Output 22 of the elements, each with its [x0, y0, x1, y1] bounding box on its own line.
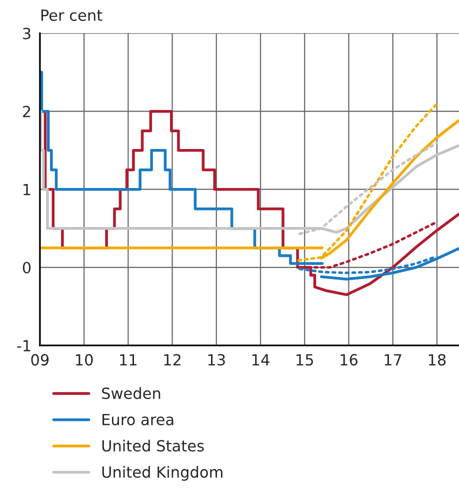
- legend-label: United Kingdom: [102, 466, 222, 481]
- y-axis-title: Per cent: [41, 10, 102, 21]
- x-tick-label: 17: [384, 354, 402, 366]
- x-tick-label: 10: [76, 354, 93, 366]
- x-tick-label: 16: [340, 354, 358, 366]
- legend-label: United States: [102, 440, 204, 452]
- x-tick-label: 09: [31, 354, 49, 366]
- x-tick-label: 13: [208, 354, 225, 366]
- y-tick-label: 3: [23, 28, 30, 40]
- y-tick-label: 0: [22, 262, 31, 274]
- legend-label: Sweden: [102, 387, 160, 400]
- y-tick-label: -1: [17, 340, 30, 352]
- x-tick-label: 18: [428, 354, 446, 366]
- x-tick-label: 12: [164, 354, 180, 366]
- y-tick-label: 1: [24, 184, 30, 196]
- x-tick-label: 11: [120, 354, 136, 366]
- line-series: [300, 220, 438, 269]
- x-tick-label: 14: [252, 354, 270, 366]
- y-tick-label: 2: [23, 106, 30, 118]
- x-tick-label: 15: [296, 354, 313, 366]
- line-series: [40, 110, 459, 234]
- legend-label: Euro area: [102, 414, 174, 426]
